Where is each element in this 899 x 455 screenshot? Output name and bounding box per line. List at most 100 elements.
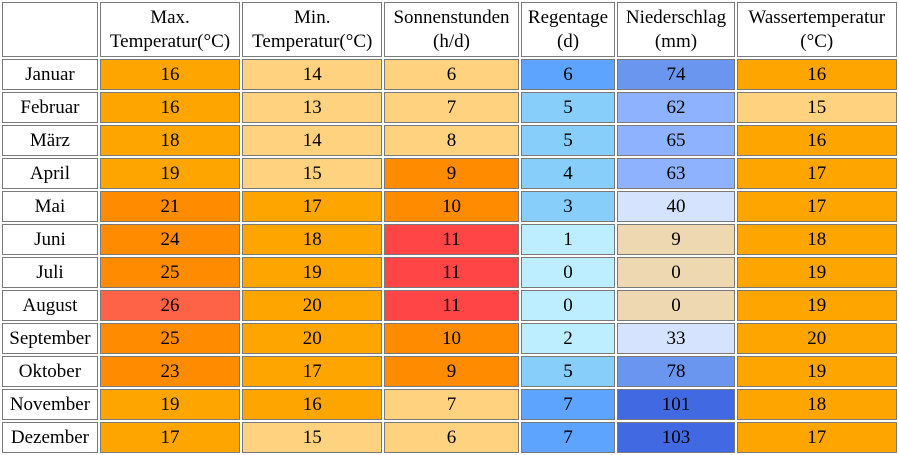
rain-days-cell: 0 [520,257,616,288]
sunshine-cell: 9 [384,356,519,387]
water-temp-cell: 19 [736,290,897,321]
month-cell: Dezember [2,422,98,453]
header-max-temp-line2: Temperatur(°C) [109,30,231,52]
month-cell: Mai [2,191,98,222]
header-sunshine-line1: Sonnenstunden [393,6,510,28]
precipitation-cell: 9 [617,224,735,255]
month-cell: April [2,158,98,189]
table-row: Oktober 23 17 9 5 78 19 [2,356,897,387]
header-row: Max. Temperatur(°C) Min. Temperatur(°C) … [2,2,897,57]
rain-days-cell: 7 [520,389,616,420]
water-temp-cell: 17 [736,158,897,189]
water-temp-cell: 20 [736,323,897,354]
header-water-temp-line2: (°C) [800,30,834,52]
sunshine-cell: 9 [384,158,519,189]
max-temp-cell: 16 [99,92,241,123]
table-row: August 26 20 11 0 0 19 [2,290,897,321]
precipitation-cell: 103 [617,422,735,453]
water-temp-cell: 19 [736,356,897,387]
max-temp-cell: 23 [99,356,241,387]
max-temp-cell: 25 [99,323,241,354]
sunshine-cell: 7 [384,92,519,123]
precipitation-cell: 78 [617,356,735,387]
table-row: November 19 16 7 7 101 18 [2,389,897,420]
header-sunshine: Sonnenstunden (h/d) [384,2,519,57]
table-row: Mai 21 17 10 3 40 17 [2,191,897,222]
rain-days-cell: 5 [520,356,616,387]
header-rain-days: Regentage (d) [520,2,616,57]
month-cell: November [2,389,98,420]
rain-days-cell: 1 [520,224,616,255]
rain-days-cell: 5 [520,92,616,123]
max-temp-cell: 24 [99,224,241,255]
table-body: Januar 16 14 6 6 74 16 Februar 16 13 7 5… [2,59,897,453]
min-temp-cell: 15 [242,422,383,453]
max-temp-cell: 19 [99,389,241,420]
rain-days-cell: 7 [520,422,616,453]
month-cell: Juli [2,257,98,288]
rain-days-cell: 0 [520,290,616,321]
max-temp-cell: 19 [99,158,241,189]
precipitation-cell: 101 [617,389,735,420]
water-temp-cell: 16 [736,125,897,156]
min-temp-cell: 20 [242,290,383,321]
precipitation-cell: 0 [617,290,735,321]
month-cell: Januar [2,59,98,90]
rain-days-cell: 4 [520,158,616,189]
precipitation-cell: 62 [617,92,735,123]
sunshine-cell: 11 [384,224,519,255]
max-temp-cell: 18 [99,125,241,156]
rain-days-cell: 6 [520,59,616,90]
water-temp-cell: 18 [736,224,897,255]
min-temp-cell: 14 [242,59,383,90]
table-row: September 25 20 10 2 33 20 [2,323,897,354]
sunshine-cell: 8 [384,125,519,156]
sunshine-cell: 10 [384,191,519,222]
table-row: Dezember 17 15 6 7 103 17 [2,422,897,453]
header-min-temp: Min. Temperatur(°C) [242,2,383,57]
sunshine-cell: 7 [384,389,519,420]
header-water-temp: Wassertemperatur (°C) [736,2,897,57]
header-precipitation: Niederschlag (mm) [617,2,735,57]
month-cell: Februar [2,92,98,123]
min-temp-cell: 20 [242,323,383,354]
month-cell: August [2,290,98,321]
min-temp-cell: 16 [242,389,383,420]
max-temp-cell: 17 [99,422,241,453]
month-cell: Oktober [2,356,98,387]
rain-days-cell: 5 [520,125,616,156]
header-min-temp-line2: Temperatur(°C) [252,30,373,52]
precipitation-cell: 0 [617,257,735,288]
table-row: Januar 16 14 6 6 74 16 [2,59,897,90]
min-temp-cell: 13 [242,92,383,123]
corner-cell [2,2,98,57]
month-cell: März [2,125,98,156]
sunshine-cell: 6 [384,422,519,453]
min-temp-cell: 15 [242,158,383,189]
header-precipitation-line1: Niederschlag [625,6,727,28]
sunshine-cell: 6 [384,59,519,90]
min-temp-cell: 14 [242,125,383,156]
max-temp-cell: 26 [99,290,241,321]
water-temp-cell: 18 [736,389,897,420]
water-temp-cell: 19 [736,257,897,288]
table-row: April 19 15 9 4 63 17 [2,158,897,189]
month-cell: Juni [2,224,98,255]
precipitation-cell: 63 [617,158,735,189]
sunshine-cell: 11 [384,290,519,321]
water-temp-cell: 15 [736,92,897,123]
precipitation-cell: 74 [617,59,735,90]
table-row: Februar 16 13 7 5 62 15 [2,92,897,123]
header-precipitation-line2: (mm) [654,30,698,52]
rain-days-cell: 2 [520,323,616,354]
min-temp-cell: 18 [242,224,383,255]
table-row: März 18 14 8 5 65 16 [2,125,897,156]
min-temp-cell: 17 [242,356,383,387]
header-min-temp-line1: Min. [294,6,331,28]
precipitation-cell: 40 [617,191,735,222]
header-rain-days-line1: Regentage [527,6,609,28]
month-cell: September [2,323,98,354]
min-temp-cell: 17 [242,191,383,222]
header-rain-days-line2: (d) [556,30,580,52]
